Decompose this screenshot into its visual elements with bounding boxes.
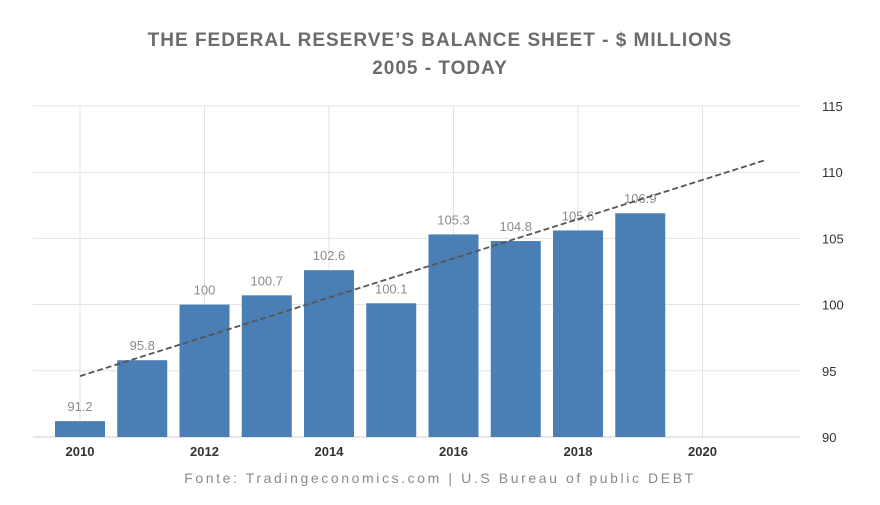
data-label-2013: 100.7 <box>250 273 283 288</box>
y-tick-label: 95 <box>822 364 836 379</box>
y-tick-label: 110 <box>822 165 843 180</box>
bar-2012 <box>179 304 230 437</box>
bar-2015 <box>366 303 417 437</box>
x-tick-label: 2018 <box>564 444 593 459</box>
chart-title: THE FEDERAL RESERVE’S BALANCE SHEET - $ … <box>147 30 733 51</box>
data-label-2012: 100 <box>194 283 216 298</box>
data-label-2015: 100.1 <box>375 281 408 296</box>
bar-2010 <box>55 421 105 437</box>
y-tick-label: 90 <box>822 430 836 445</box>
y-tick-label: 105 <box>822 231 844 246</box>
bar-2018 <box>553 230 603 437</box>
data-label-2014: 102.6 <box>313 248 346 263</box>
x-tick-label: 2010 <box>66 444 95 459</box>
y-tick-label: 115 <box>822 99 843 114</box>
bar-2011 <box>117 360 168 437</box>
bar-2014 <box>304 270 354 437</box>
bar-2019 <box>615 213 666 437</box>
bar-2017 <box>490 241 541 437</box>
bar-2013 <box>241 295 292 437</box>
source-note: Fonte: Tradingeconomics.com | U.S Bureau… <box>184 470 696 486</box>
bar-2016 <box>428 234 479 437</box>
data-label-2010: 91.2 <box>67 399 92 414</box>
chart-subtitle: 2005 - TODAY <box>372 58 508 79</box>
data-label-2018: 105.6 <box>562 208 595 223</box>
x-tick-label: 2012 <box>190 444 219 459</box>
data-label-2016: 105.3 <box>437 212 470 227</box>
data-label-2017: 104.8 <box>499 219 532 234</box>
data-label-2011: 95.8 <box>130 338 155 353</box>
x-tick-label: 2016 <box>439 444 468 459</box>
trend-line <box>79 159 766 377</box>
x-tick-label: 2020 <box>688 444 717 459</box>
x-tick-label: 2014 <box>315 444 345 459</box>
y-tick-label: 100 <box>822 298 844 313</box>
